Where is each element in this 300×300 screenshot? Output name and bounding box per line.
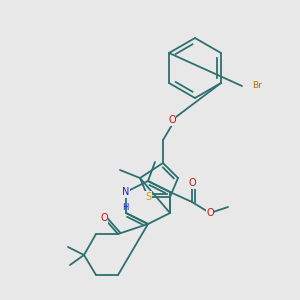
Text: S: S [145, 192, 151, 202]
Text: H: H [122, 203, 128, 212]
Text: O: O [100, 213, 108, 223]
Text: O: O [168, 115, 176, 125]
Text: O: O [206, 208, 214, 218]
Text: N: N [122, 187, 130, 197]
Text: Br: Br [252, 82, 262, 91]
Text: O: O [188, 178, 196, 188]
